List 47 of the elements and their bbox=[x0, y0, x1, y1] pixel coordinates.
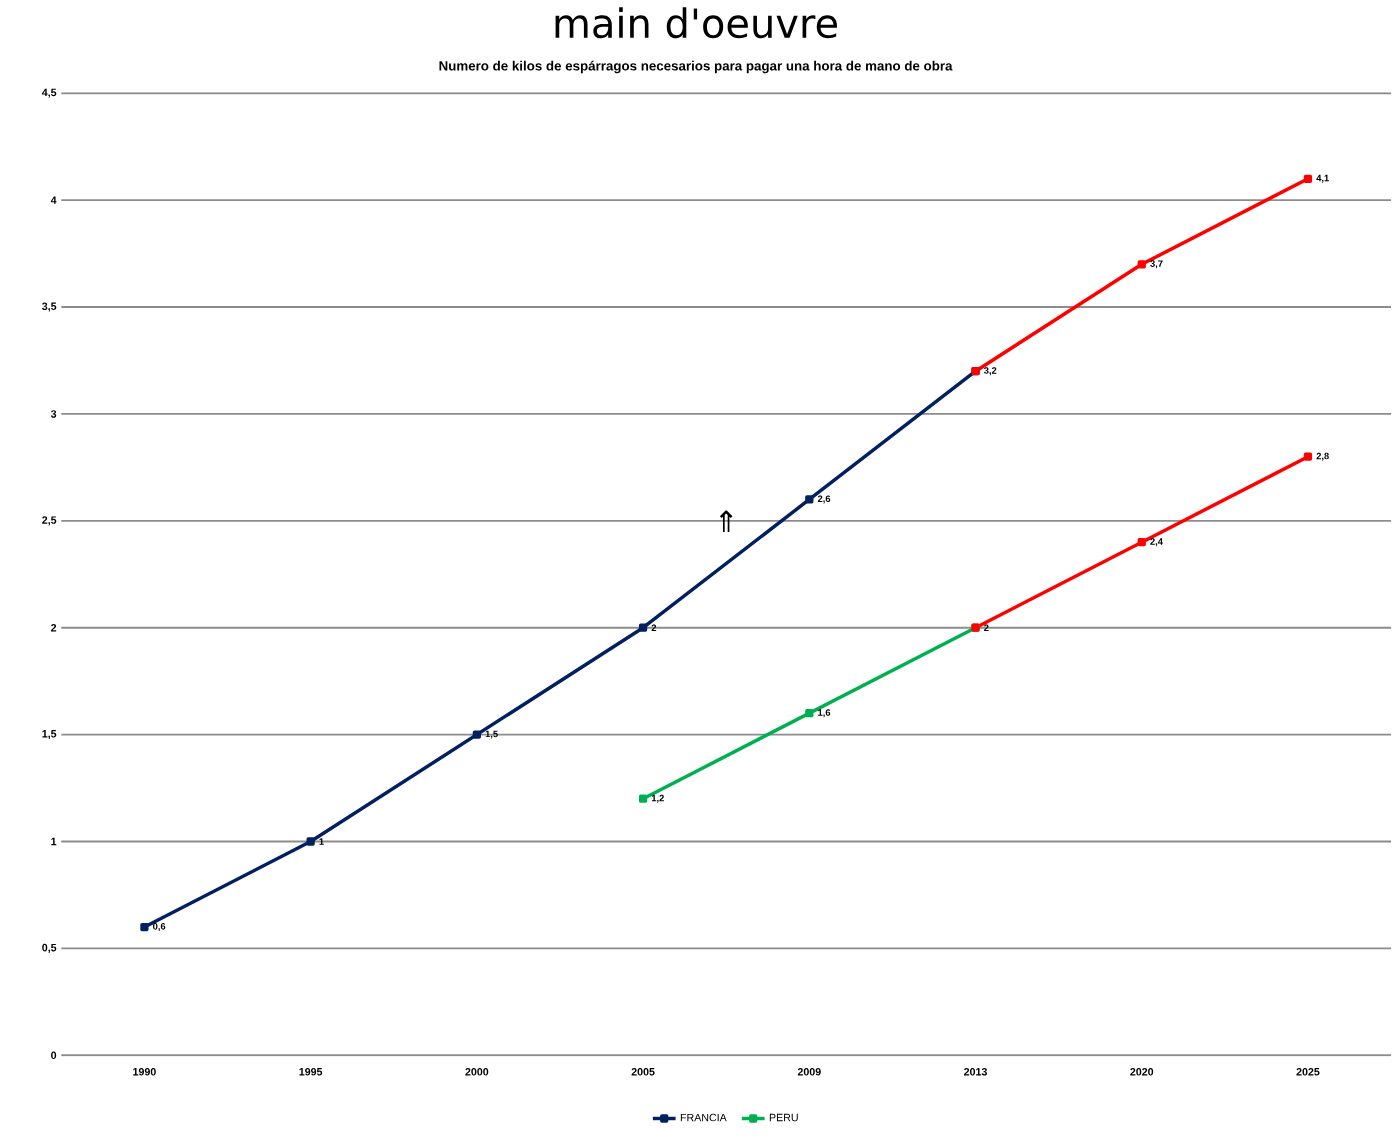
data-label: 3,7 bbox=[1150, 260, 1163, 269]
y-tick-label: 1,5 bbox=[42, 730, 57, 740]
data-label: 2,4 bbox=[1150, 538, 1163, 547]
data-label: 2,8 bbox=[1316, 452, 1329, 461]
point bbox=[1303, 174, 1313, 183]
data-label: 1,2 bbox=[651, 794, 664, 803]
y-tick-label: 1 bbox=[51, 837, 57, 846]
y-tick-label: 4,5 bbox=[41, 88, 57, 98]
point bbox=[1137, 260, 1146, 269]
x-tick-label: 2025 bbox=[1296, 1068, 1320, 1076]
data-label: 3,2 bbox=[983, 367, 997, 376]
data-label: 1,6 bbox=[818, 709, 831, 718]
y-tick-label: 4 bbox=[50, 196, 57, 204]
data-label: 4,1 bbox=[1316, 174, 1329, 183]
x-tick-label: 2013 bbox=[964, 1068, 987, 1076]
data-label: 0,6 bbox=[153, 923, 166, 932]
y-tick-label: 3,5 bbox=[42, 302, 57, 312]
chart-title: Numero de kilos de espárragos necesarios para pagar una hora de mano de obra bbox=[439, 60, 953, 74]
annotation: ⇑ bbox=[719, 510, 733, 533]
data-label: 2,6 bbox=[817, 495, 831, 504]
data-label: 2 bbox=[651, 624, 657, 632]
x-tick-label: 2009 bbox=[797, 1068, 821, 1076]
text: main d'oeuvre bbox=[555, 7, 838, 39]
data-label: 2 bbox=[984, 624, 989, 632]
y-tick-label: 0,5 bbox=[42, 943, 57, 953]
x-tick-label: 2020 bbox=[1130, 1068, 1154, 1076]
y-tick-label: 0 bbox=[51, 1051, 57, 1060]
point bbox=[1303, 452, 1313, 461]
point bbox=[140, 922, 149, 932]
data-label: 1,5 bbox=[485, 730, 498, 739]
data-label: 1 bbox=[319, 838, 324, 845]
point bbox=[306, 837, 315, 846]
x-tick-label: 1995 bbox=[299, 1068, 323, 1076]
y-tick-label: 3 bbox=[50, 410, 57, 418]
point bbox=[472, 730, 481, 739]
y-tick-label: 2,5 bbox=[42, 516, 57, 526]
point bbox=[638, 794, 648, 803]
x-tick-label: 1990 bbox=[133, 1068, 156, 1076]
point bbox=[638, 623, 648, 632]
y-tick-label: 2 bbox=[51, 624, 57, 632]
x-tick-label: 2005 bbox=[631, 1068, 655, 1076]
point bbox=[1137, 538, 1146, 547]
legend-label: FRANCIA bbox=[680, 1113, 727, 1122]
point bbox=[805, 709, 814, 718]
point bbox=[805, 495, 814, 504]
x-tick-label: 2000 bbox=[465, 1068, 489, 1076]
legend-label: PERU bbox=[769, 1113, 798, 1122]
